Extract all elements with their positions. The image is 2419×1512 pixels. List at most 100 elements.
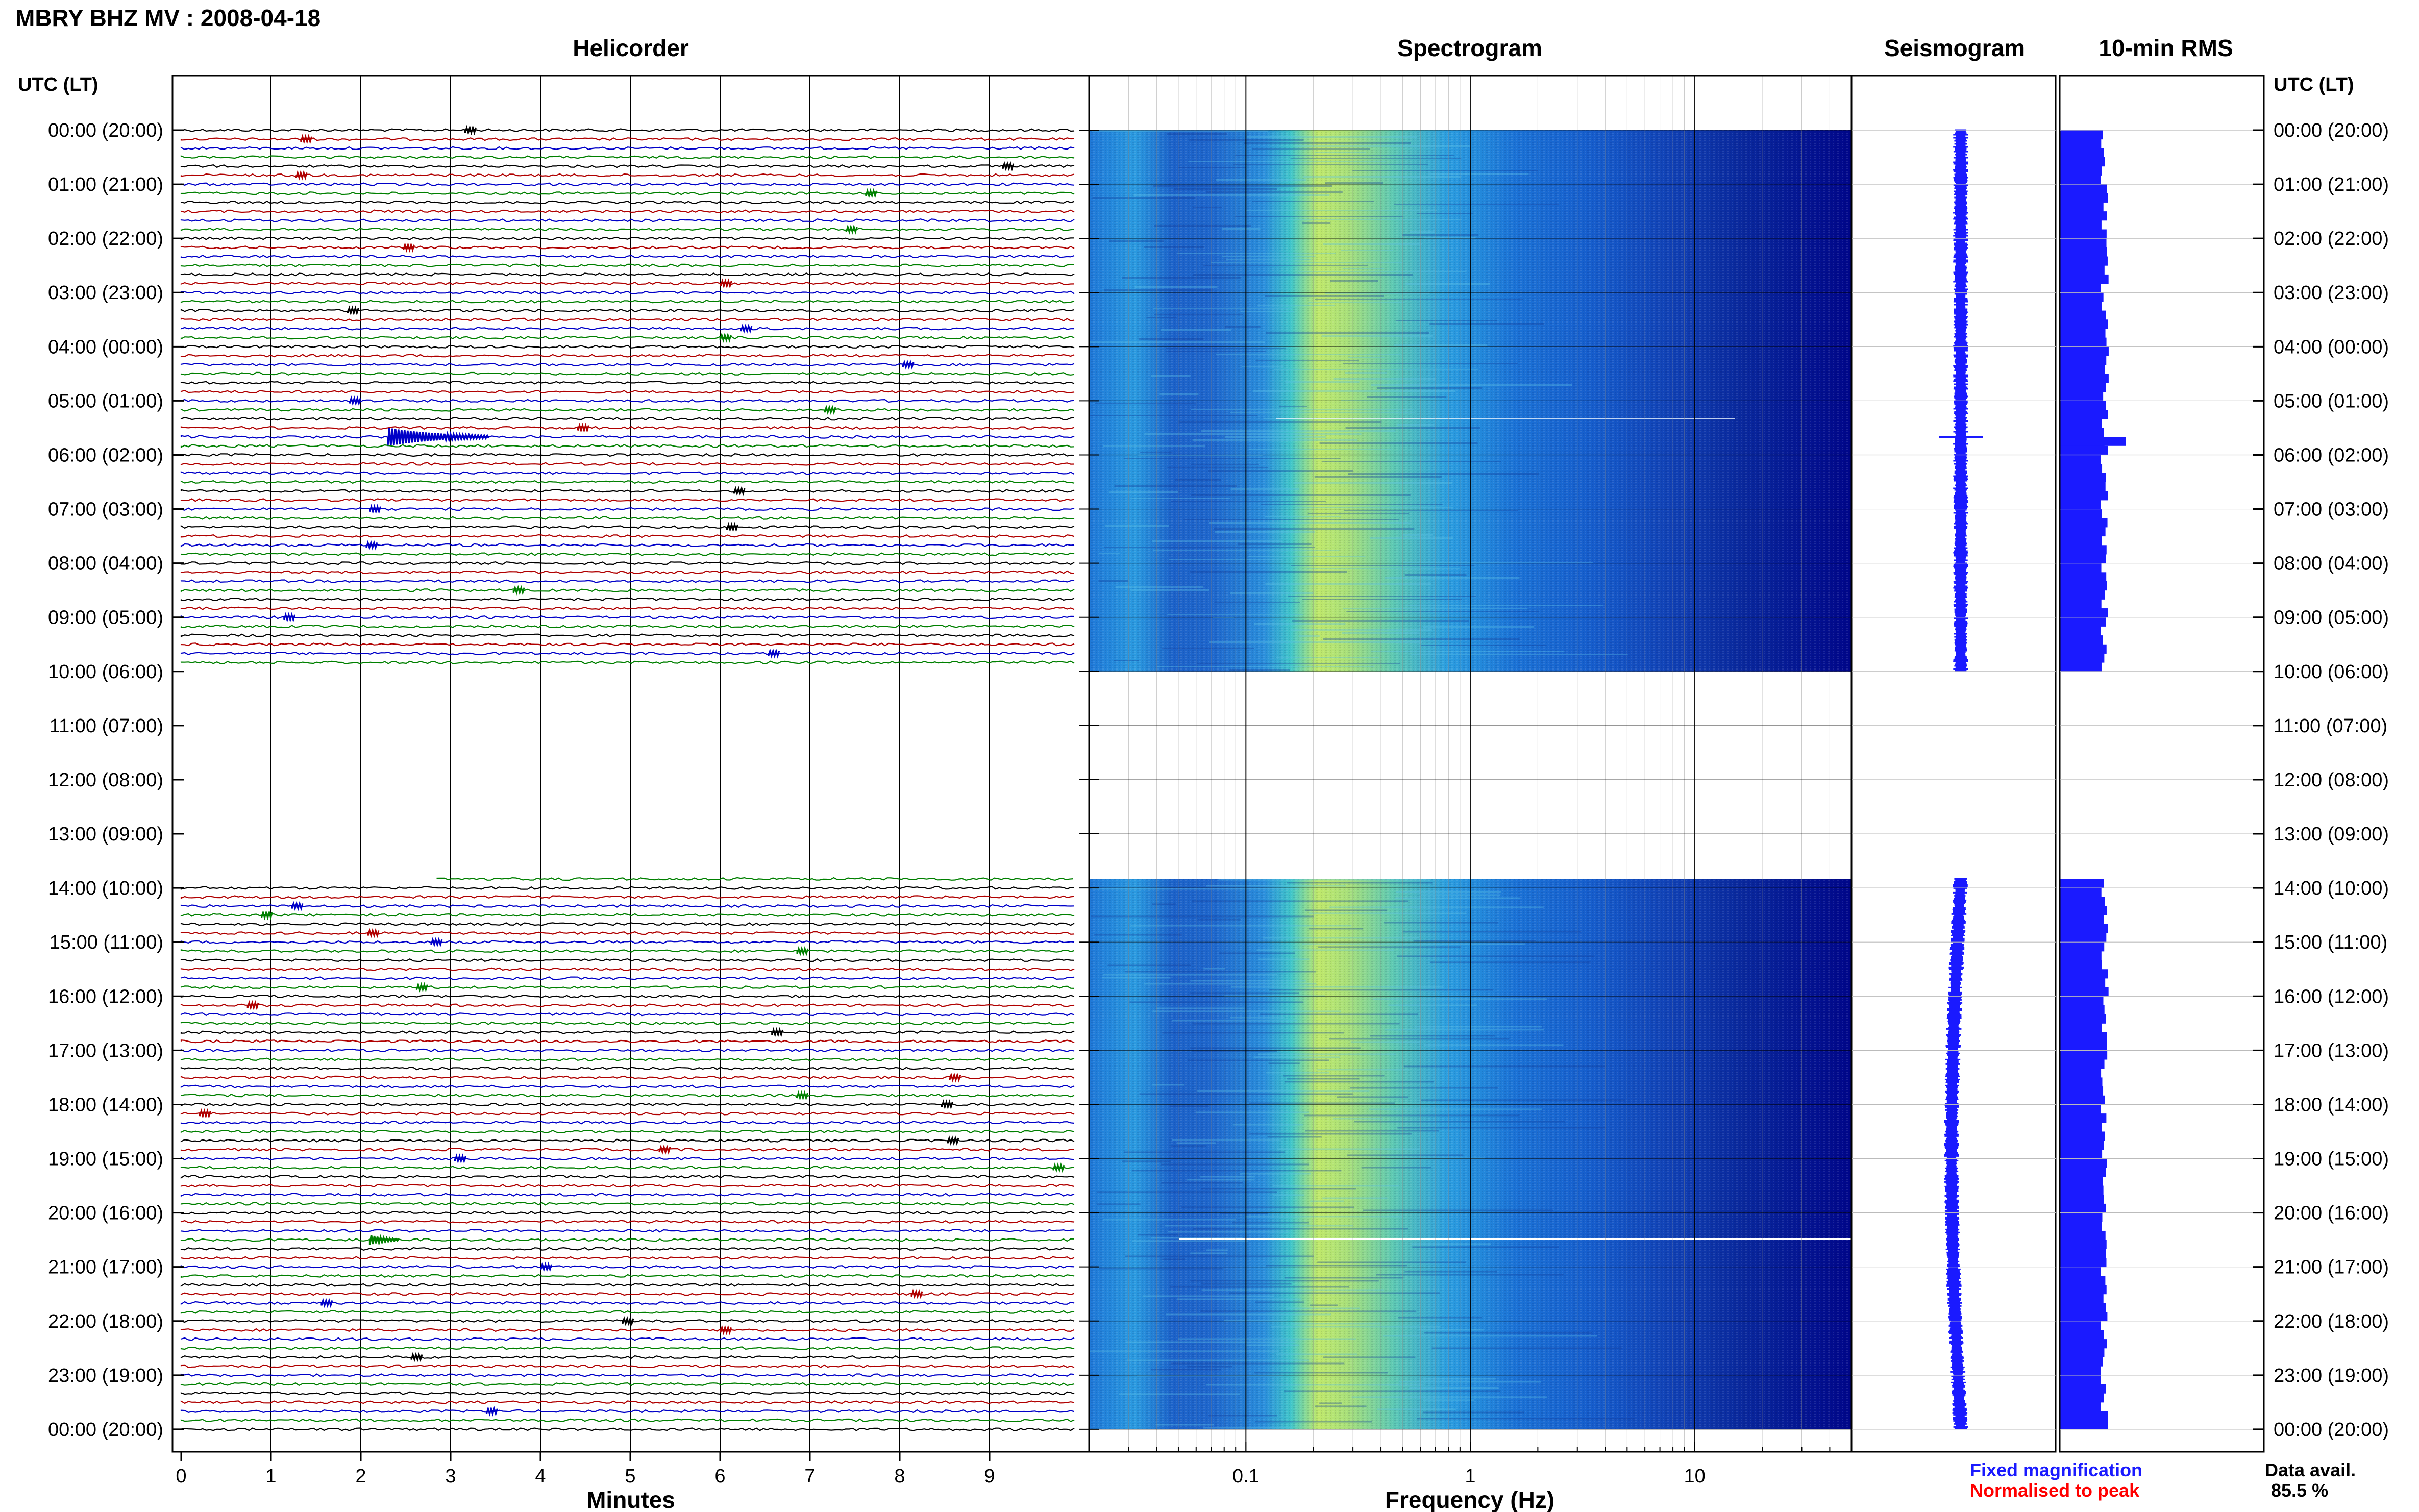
- helicorder-trace: [180, 1337, 1075, 1341]
- helicorder-xtick-label: 4: [535, 1466, 546, 1487]
- rms-bar: [2060, 1203, 2106, 1213]
- spectrogram-streak: [1377, 387, 1483, 389]
- spectrogram-streak: [1130, 589, 1210, 591]
- rms-bar: [2060, 364, 2105, 374]
- helicorder-trace: [180, 651, 1075, 656]
- spectrogram-streak: [1423, 1399, 1475, 1401]
- spectrogram-streak: [1161, 329, 1231, 331]
- spectrogram-streak: [1162, 1258, 1186, 1260]
- helicorder-trace: [180, 1409, 1075, 1414]
- spectrogram-streak: [1411, 654, 1628, 655]
- spectrogram-streak: [1388, 1004, 1477, 1006]
- spectrogram-streak: [1318, 946, 1462, 948]
- helicorder-trace: [180, 976, 1075, 980]
- right-hour-label: 21:00 (17:00): [2274, 1257, 2389, 1278]
- spectrogram-streak: [1304, 909, 1388, 911]
- spectrogram-streak: [1167, 467, 1269, 468]
- helicorder-trace: [180, 1183, 1075, 1188]
- rms-bar: [2060, 247, 2107, 257]
- helicorder-trace: [181, 552, 1075, 556]
- rms-spike-bar: [2060, 437, 2126, 446]
- helicorder-trace: [180, 1247, 1075, 1251]
- spectrogram-streak: [1172, 1139, 1281, 1141]
- rms-bar: [2060, 148, 2104, 158]
- spectrogram-streak: [1152, 1084, 1185, 1086]
- left-hour-label: 00:00 (20:00): [48, 120, 163, 141]
- helicorder-trace: [180, 1039, 1075, 1044]
- spectrogram-streak: [1321, 335, 1433, 337]
- spectrogram-streak: [1416, 1418, 1635, 1420]
- spectrogram-streak: [1385, 1029, 1544, 1031]
- spectrogram-streak: [1166, 1313, 1331, 1316]
- spectrogram-streak: [1330, 280, 1378, 282]
- spectrogram-streak: [1308, 302, 1405, 303]
- helicorder-trace: [180, 146, 1075, 151]
- rms-frame: [2059, 75, 2265, 1453]
- spectrogram-streak: [1216, 354, 1402, 355]
- helicorder-trace: [180, 660, 1075, 664]
- helicorder-trace: [180, 913, 1075, 917]
- helicorder-burst: [577, 423, 589, 433]
- helicorder-xtick-label: 0: [176, 1466, 186, 1487]
- helicorder-burst: [658, 1144, 671, 1155]
- rms-bar: [2060, 1176, 2103, 1186]
- rms-bar: [2060, 662, 2102, 672]
- spectrogram-streak: [1192, 1050, 1277, 1052]
- helicorder-burst: [295, 170, 308, 181]
- right-hour-label: 08:00 (04:00): [2274, 553, 2389, 575]
- helicorder-burst: [410, 1352, 423, 1362]
- spectrogram-streak: [1421, 1099, 1625, 1101]
- spectrogram-streak: [1230, 1017, 1286, 1019]
- rms-bar: [2060, 1023, 2102, 1033]
- spectrogram-streak: [1344, 510, 1518, 511]
- rms-bar: [2060, 175, 2101, 185]
- left-hour-label: 09:00 (05:00): [48, 607, 163, 629]
- spectrogram-streak: [1195, 1111, 1309, 1113]
- spectrogram-streak: [1345, 372, 1387, 374]
- spectrogram-streak: [1271, 1326, 1441, 1328]
- spectrogram-streak: [1091, 888, 1299, 890]
- rms-bar: [2060, 238, 2107, 248]
- spectrogram-streak: [1377, 1408, 1456, 1410]
- spectrogram-streak: [1319, 1402, 1342, 1404]
- spectrogram-streak: [1293, 482, 1453, 484]
- seismogram-trace: [1953, 129, 1968, 672]
- spectrogram-streak: [1232, 1124, 1303, 1126]
- spectrogram-streak: [1421, 894, 1501, 896]
- spectrogram-streak: [1178, 421, 1382, 423]
- spectrogram-streak: [1429, 961, 1591, 963]
- spectrogram-streak: [1261, 504, 1443, 505]
- spectrogram-streak: [1315, 299, 1523, 300]
- spectrogram-streak: [1151, 375, 1191, 377]
- spectrogram-streak: [1151, 903, 1176, 905]
- helicorder-burst: [733, 485, 746, 497]
- spectrogram-streak: [1133, 194, 1330, 196]
- left-hour-label: 18:00 (14:00): [48, 1094, 163, 1116]
- helicorder-trace: [180, 1057, 1075, 1061]
- spectrogram-streak: [1371, 651, 1565, 652]
- helicorder-plot: 0 1 2 3 4 5 6 7 8 9: [171, 75, 1090, 1487]
- helicorder-burst: [845, 224, 858, 235]
- spectrogram-streak: [1203, 265, 1368, 266]
- helicorder-trace: [180, 1292, 1075, 1296]
- helicorder-trace: [180, 480, 1075, 484]
- spectrogram-streak: [1409, 1387, 1499, 1389]
- spectrogram-streak: [1299, 635, 1320, 637]
- axis-labels: Helicorder Spectrogram Seismogram 10-min…: [18, 35, 2389, 1512]
- helicorder-trace: [180, 1030, 1075, 1034]
- helicorder-trace: [180, 362, 1075, 367]
- right-hour-label: 05:00 (01:00): [2274, 390, 2389, 412]
- spectrogram-streak: [1197, 1090, 1370, 1092]
- spectrogram-streak: [1396, 320, 1497, 321]
- spectrogram-streak: [1305, 1130, 1439, 1132]
- spectrogram-streak: [1341, 400, 1407, 401]
- spectrogram-streak: [1187, 1059, 1329, 1061]
- helicorder-xtick-label: 9: [984, 1466, 995, 1487]
- spectrogram-streak: [1415, 1026, 1542, 1028]
- spectrogram-streak: [1352, 170, 1538, 171]
- spectrogram-streak: [1249, 1102, 1395, 1104]
- rms-bar: [2060, 229, 2107, 239]
- spectrogram-streak: [1423, 626, 1535, 628]
- spectrogram-streak: [1167, 133, 1227, 135]
- helicorder-trace: [180, 534, 1075, 538]
